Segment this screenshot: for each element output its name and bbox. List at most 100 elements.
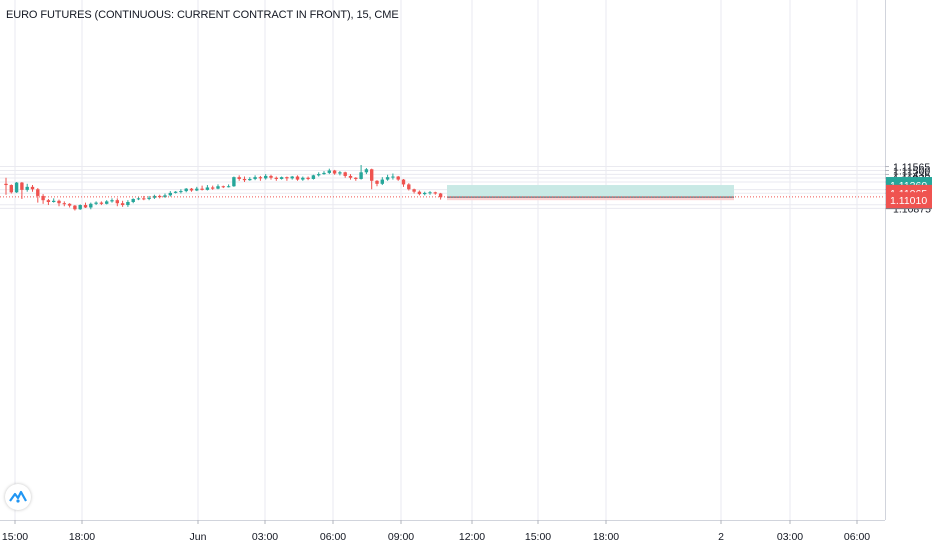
- tradingview-logo[interactable]: [5, 484, 31, 510]
- time-axis[interactable]: 15:00 18:00 Jun 03:00 06:00 09:00 12:00 15:00 18…: [0, 520, 885, 543]
- candle-body: [30, 186, 35, 190]
- candle-body: [423, 192, 427, 195]
- candle-body: [195, 188, 199, 191]
- time-tick-label: 18:00: [593, 531, 619, 543]
- candle: [433, 191, 437, 195]
- candle-body: [168, 192, 172, 196]
- candle: [89, 202, 93, 210]
- stop-price-label: 1.11010: [886, 192, 932, 209]
- time-tick-label: 09:00: [388, 531, 414, 543]
- time-tick-label: Jun: [190, 531, 207, 543]
- candle-body: [375, 180, 379, 184]
- candle-body: [62, 203, 66, 205]
- candle: [46, 198, 51, 206]
- candle-body: [412, 189, 416, 192]
- candle-body: [295, 176, 300, 180]
- candle-body: [385, 177, 390, 180]
- candle: [407, 183, 411, 191]
- candle: [152, 194, 157, 199]
- candle: [52, 198, 56, 203]
- candle-body: [52, 200, 56, 202]
- time-tick-label: 18:00: [69, 531, 95, 543]
- candle-body: [142, 198, 146, 200]
- candle: [364, 168, 369, 175]
- candle-body: [433, 192, 437, 194]
- candle: [126, 200, 130, 207]
- candle: [375, 180, 379, 187]
- candle-body: [205, 187, 210, 190]
- candle-body: [9, 185, 13, 193]
- candle-body: [57, 200, 61, 204]
- candle-body: [354, 177, 358, 179]
- candle: [30, 185, 35, 192]
- candle-body: [396, 176, 400, 180]
- candle-body: [370, 169, 374, 181]
- price-tick-label: 1.11500: [893, 165, 930, 177]
- candle-body: [327, 170, 331, 173]
- candle-body: [226, 186, 231, 188]
- symbol-title: EURO FUTURES (CONTINUOUS: CURRENT CONTRA…: [6, 9, 399, 21]
- candle: [279, 176, 284, 180]
- take-profit-zone[interactable]: [447, 185, 734, 198]
- candle: [120, 200, 125, 207]
- candle-body: [348, 175, 353, 178]
- candle: [232, 176, 236, 187]
- candle-body: [20, 182, 24, 190]
- time-tick-label: 15:00: [525, 531, 551, 543]
- candle: [41, 194, 45, 204]
- candle: [14, 182, 19, 193]
- candle: [258, 175, 263, 181]
- candle-body: [322, 172, 326, 175]
- candle: [317, 172, 321, 177]
- candle-body: [253, 177, 257, 179]
- candle: [179, 189, 183, 194]
- candle: [242, 176, 247, 182]
- candle-body: [89, 203, 93, 208]
- candle-body: [343, 172, 347, 176]
- candle: [423, 191, 427, 196]
- candle: [290, 175, 294, 180]
- grid: [0, 0, 885, 520]
- candle-body: [364, 169, 369, 173]
- candle: [301, 176, 305, 181]
- candle: [295, 175, 300, 181]
- candle-body: [306, 177, 310, 179]
- candle: [438, 192, 443, 200]
- stop-loss-zone[interactable]: [447, 197, 734, 201]
- time-tick-label: 06:00: [320, 531, 346, 543]
- candle: [83, 202, 88, 209]
- candle: [306, 176, 310, 181]
- time-tick-label: 2: [718, 531, 724, 543]
- candle-body: [14, 182, 19, 193]
- candle: [4, 177, 8, 195]
- candle: [412, 188, 416, 194]
- candle: [57, 199, 61, 207]
- candle-body: [248, 178, 252, 181]
- candle-body: [179, 191, 183, 193]
- candle-body: [67, 203, 72, 206]
- candle: [173, 191, 178, 194]
- candle-body: [438, 193, 443, 198]
- candle-body: [317, 174, 321, 176]
- candle: [142, 195, 146, 201]
- price-axis[interactable]: 1.115651.115001.114351.113751.113101.111…: [885, 0, 931, 520]
- stop-price-label-text: 1.11010: [890, 195, 927, 207]
- candle: [200, 185, 204, 191]
- candle: [136, 197, 141, 201]
- candle: [322, 171, 326, 175]
- candle: [216, 184, 220, 190]
- candle: [73, 205, 77, 211]
- candle: [78, 204, 82, 210]
- candle-body: [258, 177, 263, 179]
- candle: [115, 198, 119, 207]
- candle: [25, 183, 29, 192]
- candle-body: [221, 186, 225, 188]
- position-zones[interactable]: [447, 185, 734, 201]
- candle-body: [428, 192, 432, 194]
- candle: [105, 200, 109, 205]
- candle-body: [269, 175, 273, 178]
- candle: [20, 182, 24, 199]
- candle-body: [46, 200, 51, 202]
